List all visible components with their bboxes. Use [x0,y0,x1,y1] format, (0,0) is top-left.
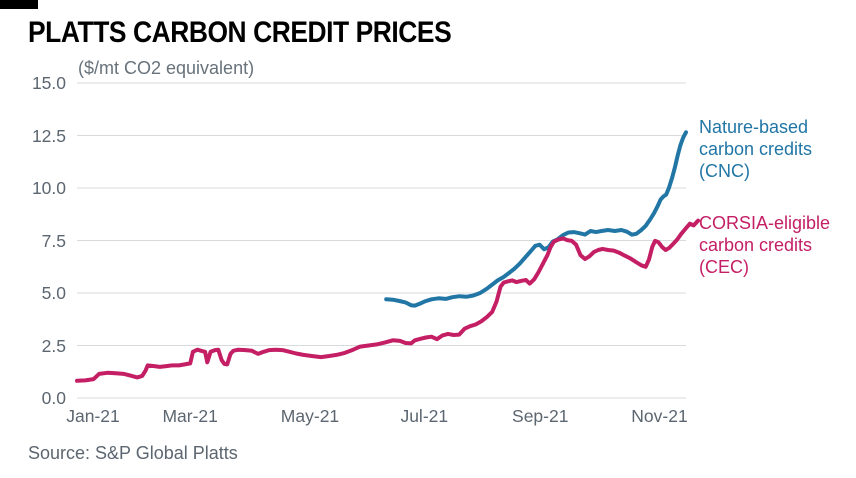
plot-area [75,82,701,399]
brand-bar-decoration [0,0,38,9]
y-axis-label-10.0: 10.0 [31,178,66,198]
y-axis-label-7.5: 7.5 [41,230,66,251]
line-chart [75,82,701,399]
x-axis-label-May-21: May-21 [280,406,340,426]
x-axis-label-Mar-21: Mar-21 [162,406,218,426]
y-axis-label-5.0: 5.0 [41,283,66,303]
y-axis-label-15.0: 15.0 [31,73,66,93]
y-axis-label-0.0: 0.0 [41,388,66,408]
y-axis-label-2.5: 2.5 [41,335,66,356]
series-line-cec [75,218,701,383]
source-attribution: Source: S&P Global Platts [28,443,238,463]
series-label-cec: CORSIA-eligible carbon credits (CEC) [699,213,831,277]
x-axis-label-Nov-21: Nov-21 [631,406,688,426]
x-axis-label-Sep-21: Sep-21 [512,406,569,426]
chart-units-subtitle: ($/mt CO2 equivalent) [78,58,255,78]
series-label-cnc: Nature-based carbon credits (CNC) [699,117,813,181]
x-axis-label-Jul-21: Jul-21 [400,406,449,426]
chart-title: PLATTS CARBON CREDIT PRICES [28,16,452,49]
x-axis-label-Jan-21: Jan-21 [66,406,120,426]
y-axis-label-12.5: 12.5 [31,125,66,146]
